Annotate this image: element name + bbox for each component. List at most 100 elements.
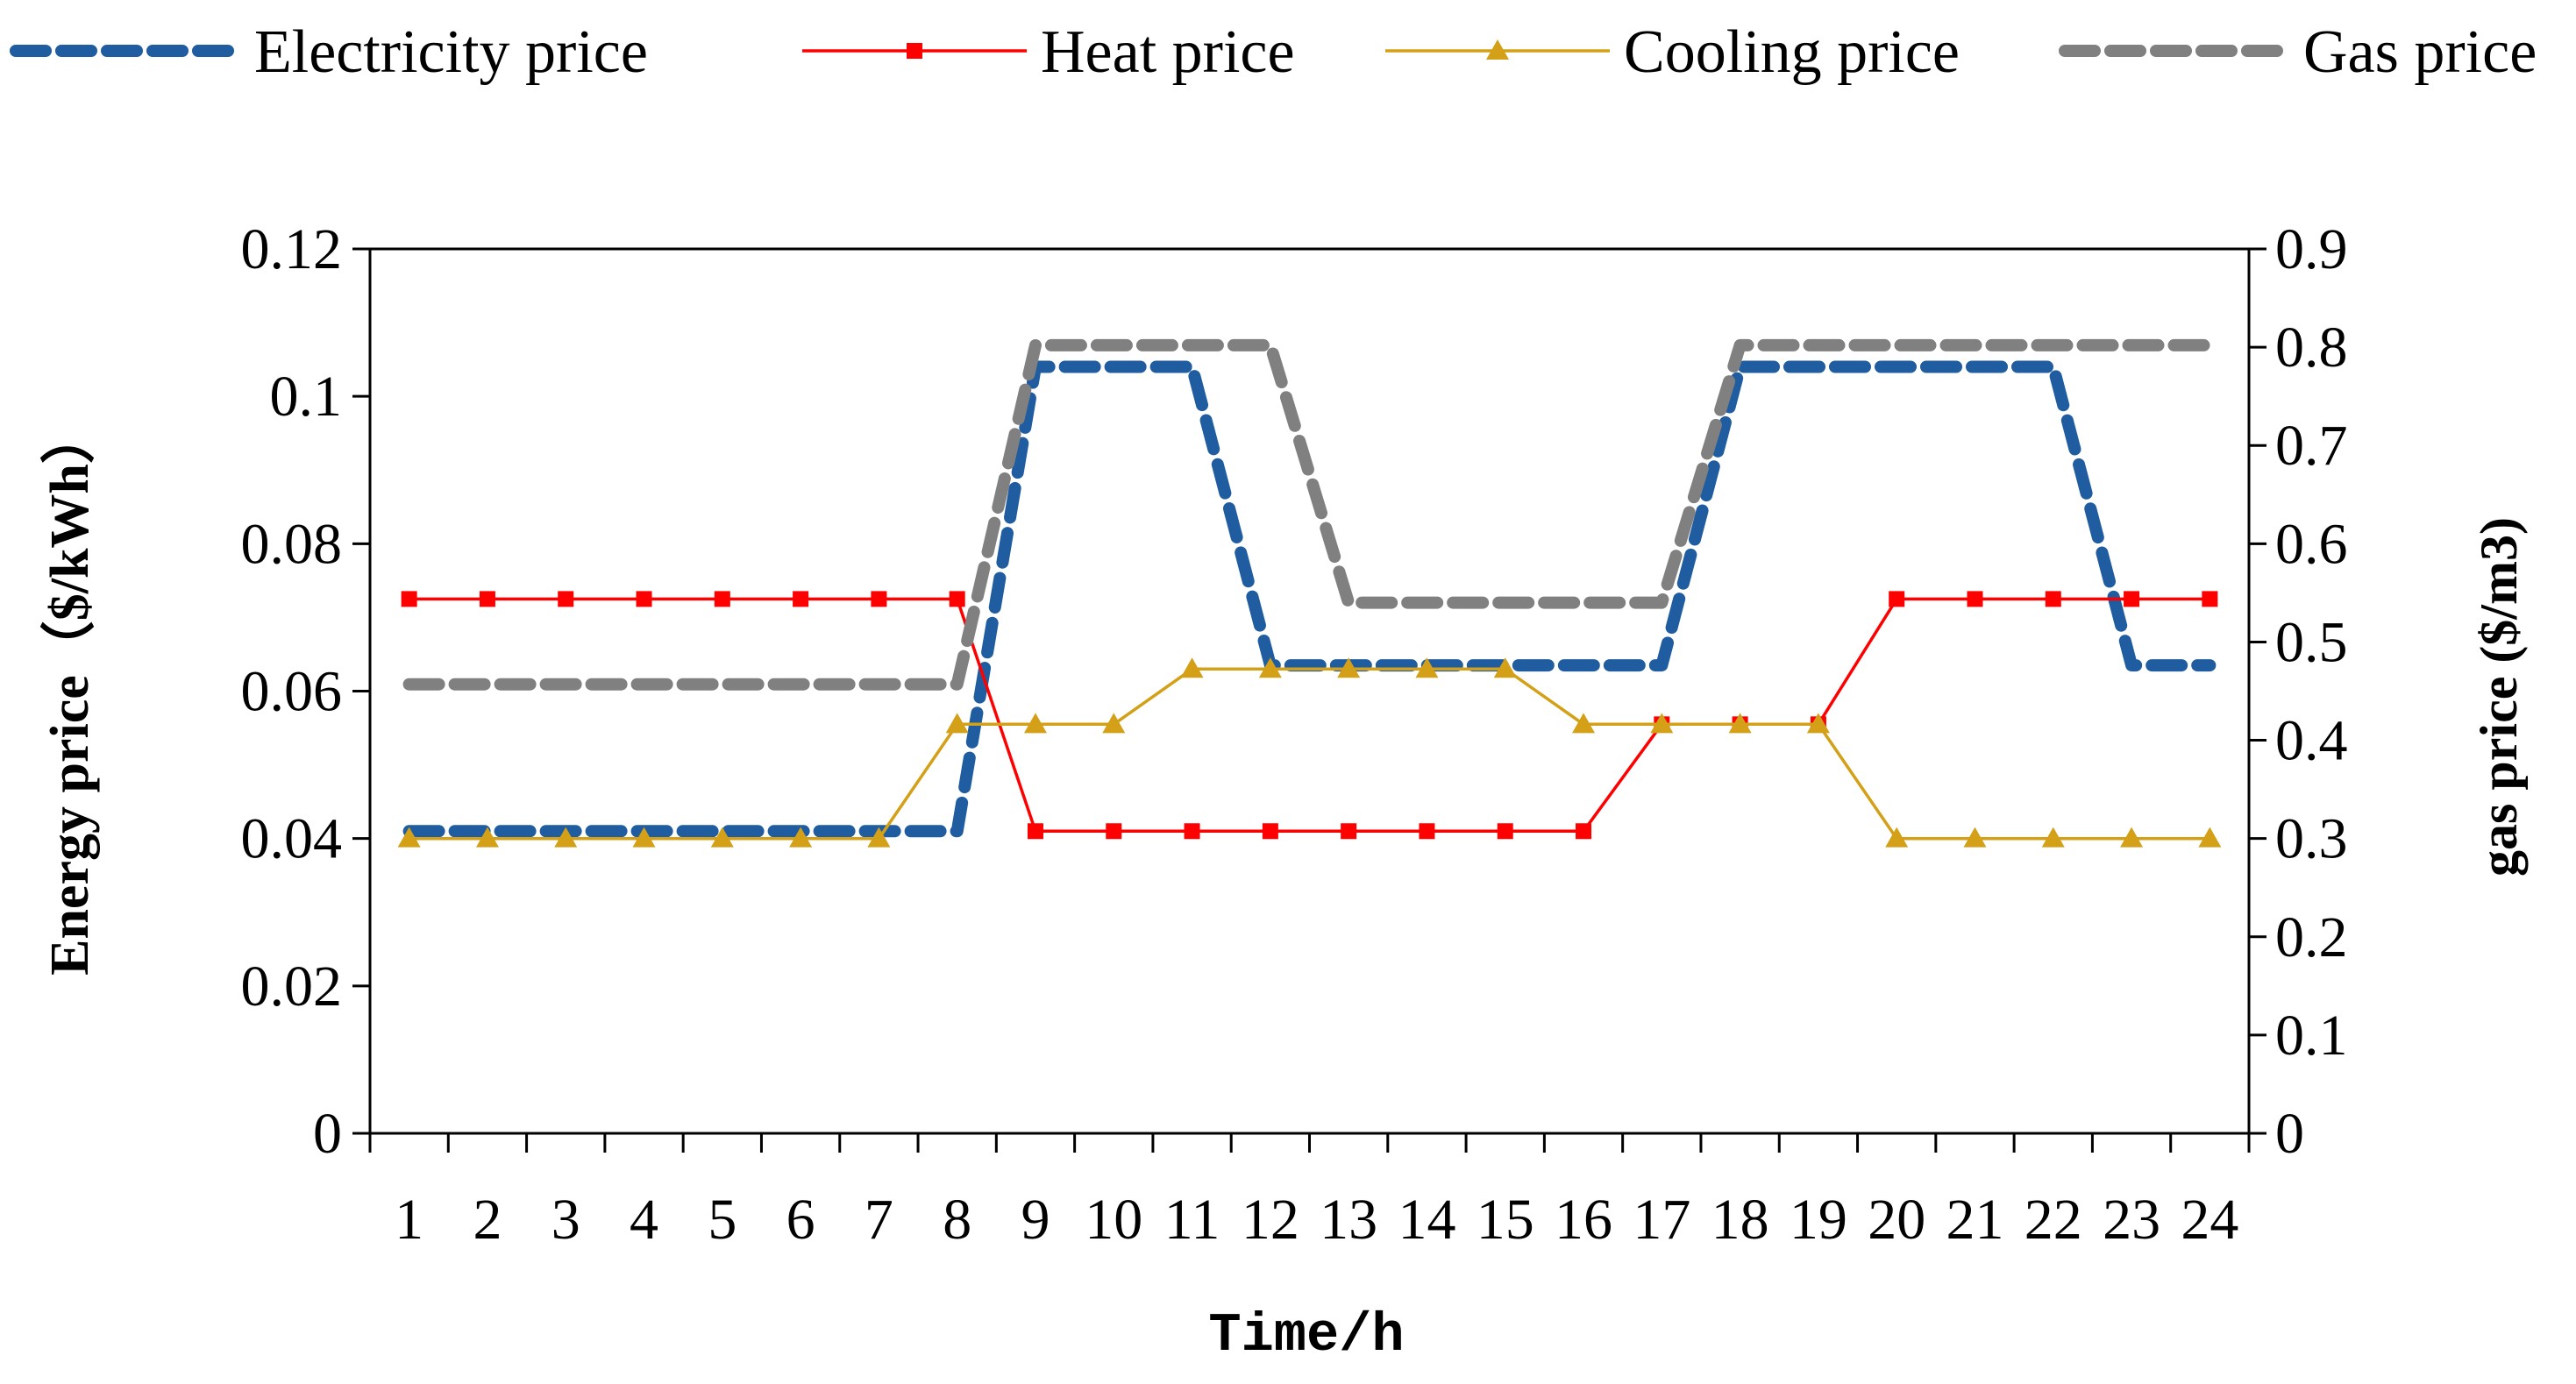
series-gas-price (402, 338, 2217, 691)
x-tick-label: 3 (551, 1188, 580, 1252)
x-tick-label: 7 (865, 1188, 893, 1252)
legend-item: Gas price (2059, 18, 2537, 86)
x-tick-label: 19 (1790, 1188, 1847, 1252)
data-point (397, 827, 421, 848)
y-tick-label-left: 0.04 (241, 807, 343, 871)
data-point (1180, 657, 1204, 678)
x-tick-label: 16 (1555, 1188, 1612, 1252)
data-point (2124, 591, 2140, 607)
data-point (479, 591, 495, 607)
data-point (1337, 657, 1361, 678)
y-tick-label-right: 0.1 (2275, 1004, 2348, 1068)
data-point (1572, 713, 1596, 734)
plot-area (368, 247, 2251, 1135)
series-electricity-price (402, 360, 2217, 838)
data-point (1885, 827, 1909, 848)
legend-label: Cooling price (1624, 18, 1960, 86)
data-point (710, 827, 734, 848)
data-point (1419, 823, 1435, 840)
data-point (1493, 657, 1517, 678)
y-tick-label-right: 0.7 (2275, 414, 2348, 478)
x-tick-label: 5 (708, 1188, 737, 1252)
y-tick-label-left: 0.08 (241, 512, 343, 576)
data-point (2202, 591, 2218, 607)
legend-label: Electricity price (254, 18, 648, 86)
data-point (475, 827, 499, 848)
x-tick-label: 24 (2181, 1188, 2238, 1252)
data-point (871, 591, 887, 607)
data-point (558, 591, 574, 607)
y-tick-label-right: 0.3 (2275, 807, 2348, 871)
legend-label: Gas price (2303, 18, 2537, 86)
data-point (714, 591, 730, 607)
y-tick-label-right: 0.4 (2275, 709, 2348, 773)
series-line (402, 360, 2217, 838)
x-tick-label: 17 (1633, 1188, 1690, 1252)
data-point (1106, 823, 1122, 840)
data-point (945, 713, 969, 734)
y-tick-label-left: 0.06 (241, 660, 343, 724)
data-point (1497, 823, 1513, 840)
data-point (401, 591, 417, 607)
data-point (793, 591, 809, 607)
x-tick-label: 9 (1021, 1188, 1050, 1252)
data-point (1023, 713, 1047, 734)
data-point (1262, 823, 1278, 840)
axis-titles: Time/h Energy price（$/kWh） gas price ($/… (39, 409, 2528, 1366)
data-point (949, 591, 965, 607)
y-tick-label-right: 0.5 (2275, 610, 2348, 674)
legend-marker (1486, 39, 1509, 60)
y-tick-label-left: 0.02 (241, 955, 343, 1018)
y-axis-title-right: gas price ($/m3) (2470, 517, 2528, 877)
series-line (409, 597, 2210, 834)
axes: 0 0.02 0.04 0.06 0.08 0.1 0.12 0 0.1 0.2 0.3 0.4 0.5… (241, 217, 2348, 1252)
y-tick-label-right: 0 (2275, 1102, 2304, 1166)
data-point (1728, 713, 1752, 734)
legend-item: Cooling price (1385, 18, 1960, 86)
x-tick-label: 18 (1711, 1188, 1769, 1252)
data-point (1806, 713, 1830, 734)
y-tick-label-left: 0.1 (270, 365, 343, 429)
data-point (1102, 713, 1126, 734)
series-heat-price (401, 591, 2218, 840)
x-tick-label: 20 (1868, 1188, 1925, 1252)
x-tick-label: 6 (786, 1188, 815, 1252)
x-tick-label: 4 (630, 1188, 658, 1252)
x-tick-label: 14 (1398, 1188, 1455, 1252)
x-tick-label: 1 (395, 1188, 423, 1252)
data-point (2045, 591, 2061, 607)
y-tick-label-left: 0.12 (241, 217, 343, 281)
legend-item: Electricity price (10, 18, 648, 86)
series-layer (397, 338, 2222, 848)
data-point (1027, 823, 1043, 840)
data-point (1258, 657, 1282, 678)
x-tick-label: 15 (1477, 1188, 1534, 1252)
x-tick-label: 23 (2103, 1188, 2160, 1252)
data-point (1415, 657, 1439, 678)
x-tick-label: 2 (473, 1188, 502, 1252)
data-point (2041, 827, 2065, 848)
data-point (1650, 713, 1674, 734)
data-point (1341, 823, 1357, 840)
y-tick-label-right: 0.9 (2275, 217, 2348, 281)
data-point (636, 591, 652, 607)
x-tick-label: 13 (1320, 1188, 1377, 1252)
series-line (409, 667, 2210, 841)
data-point (1889, 591, 1905, 607)
data-point (2120, 827, 2144, 848)
y-tick-label-left: 0 (313, 1102, 342, 1166)
x-tick-label: 12 (1242, 1188, 1299, 1252)
x-tick-label: 21 (1946, 1188, 2003, 1252)
x-tick-label: 11 (1164, 1188, 1220, 1252)
data-point (1967, 591, 1983, 607)
legend-marker (907, 43, 922, 59)
data-point (632, 827, 656, 848)
x-tick-label: 8 (943, 1188, 971, 1252)
data-point (2198, 827, 2222, 848)
data-point (554, 827, 578, 848)
data-point (1576, 823, 1592, 840)
y-tick-label-right: 0.2 (2275, 905, 2348, 969)
y-tick-label-right: 0.6 (2275, 512, 2348, 576)
